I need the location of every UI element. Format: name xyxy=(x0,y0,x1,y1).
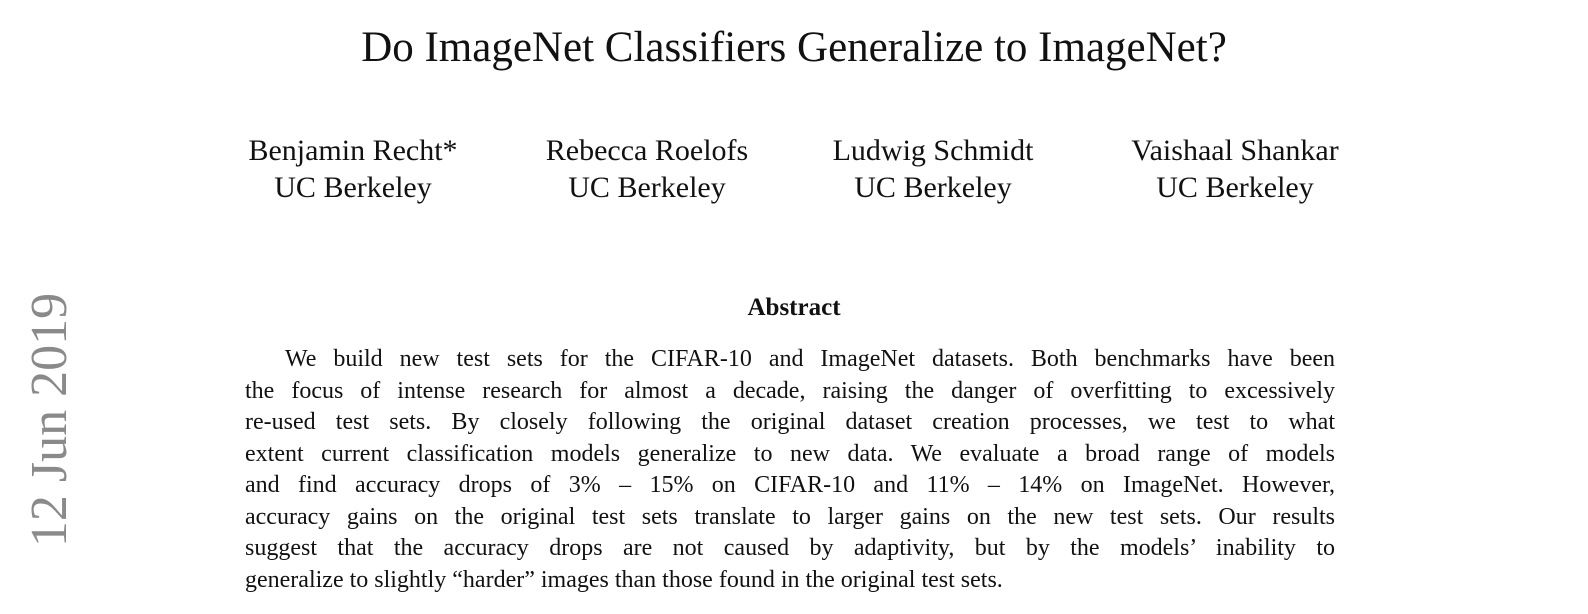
abstract-line: the focus of intense research for almost… xyxy=(245,377,1335,404)
author-name: Benjamin Recht* xyxy=(248,134,458,167)
author-affiliation: UC Berkeley xyxy=(1156,171,1314,204)
author-block: Rebecca Roelofs UC Berkeley xyxy=(522,132,772,206)
abstract-line: extent current classification models gen… xyxy=(245,440,1335,467)
author-name: Rebecca Roelofs xyxy=(545,134,749,167)
abstract-line: We build new test sets for the CIFAR-10 … xyxy=(285,346,1335,372)
paper-title: Do ImageNet Classifiers Generalize to Im… xyxy=(361,24,1227,71)
abstract-line: re-used test sets. By closely following … xyxy=(245,409,1335,435)
author-block: Vaishaal Shankar UC Berkeley xyxy=(1110,132,1360,206)
author-name: Ludwig Schmidt xyxy=(832,134,1034,167)
author-affiliation: UC Berkeley xyxy=(568,171,726,204)
abstract-body: We build new test sets for the CIFAR-10 … xyxy=(245,344,1335,596)
abstract-line: generalize to slightly “harder” images t… xyxy=(245,566,1003,593)
abstract-line: suggest that the accuracy drops are not … xyxy=(245,535,1335,561)
abstract-line: accuracy gains on the original test sets… xyxy=(245,503,1335,530)
abstract-line: and find accuracy drops of 3% – 15% on C… xyxy=(245,472,1335,498)
author-affiliation: UC Berkeley xyxy=(274,171,432,204)
author-affiliation: UC Berkeley xyxy=(854,171,1012,204)
abstract-heading: Abstract xyxy=(747,294,841,321)
author-list: Benjamin Recht* UC Berkeley Rebecca Roel… xyxy=(0,132,1588,212)
author-block: Benjamin Recht* UC Berkeley xyxy=(233,132,473,206)
author-name: Vaishaal Shankar xyxy=(1131,134,1339,167)
author-block: Ludwig Schmidt UC Berkeley xyxy=(813,132,1053,206)
arxiv-side-date: 12 Jun 2019 xyxy=(21,292,78,548)
